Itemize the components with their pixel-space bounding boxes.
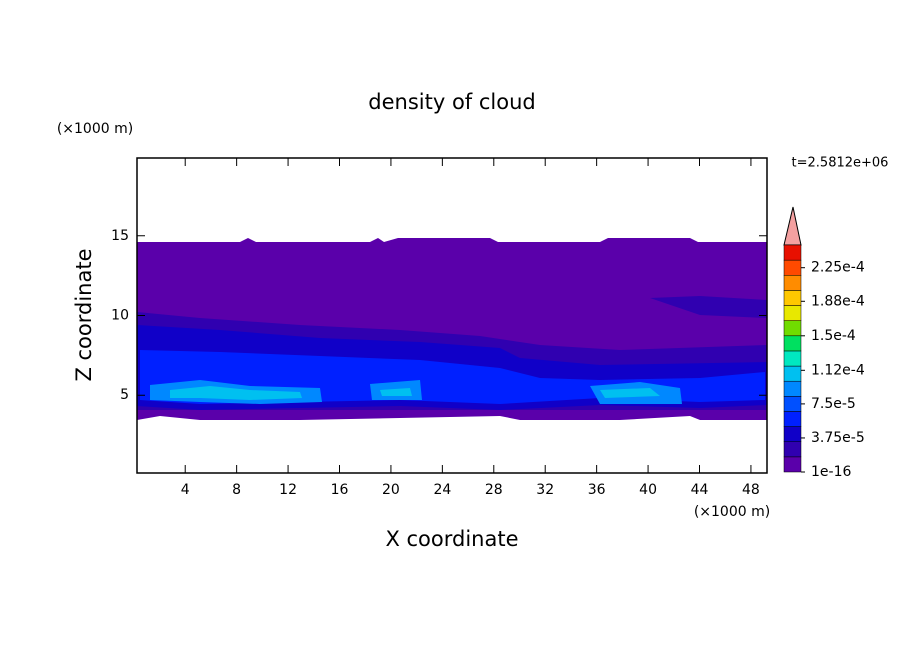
- x-tick-label: 36: [588, 482, 606, 498]
- colorbar-label: 3.75e-5: [811, 430, 865, 446]
- x-unit: (×1000 m): [694, 504, 770, 520]
- x-tick-label: 44: [691, 482, 709, 498]
- colorbar-label: 1.5e-4: [811, 328, 856, 344]
- colorbar-band: [783, 365, 802, 382]
- colorbar-label: 1e-16: [811, 464, 851, 480]
- colorbar-band: [783, 396, 802, 412]
- x-axis-label: X coordinate: [385, 527, 518, 551]
- colorbar-band: [783, 350, 802, 367]
- chart-title: density of cloud: [368, 90, 535, 114]
- colorbar-band: [783, 244, 802, 261]
- colorbar-label: 1.12e-4: [811, 362, 865, 378]
- y-tick-label: 10: [111, 308, 129, 324]
- colorbar-band: [783, 426, 802, 442]
- colorbar-band: [783, 290, 802, 306]
- colorbar-band: [783, 441, 802, 458]
- x-tick-label: 24: [433, 482, 451, 498]
- contour-field: [137, 238, 767, 420]
- colorbar-label: 7.5e-5: [811, 396, 856, 412]
- colorbar-label: 1.88e-4: [811, 293, 865, 309]
- contour-region: [170, 386, 660, 400]
- colorbar-label: 2.25e-4: [811, 260, 865, 276]
- y-tick-label: 15: [111, 228, 129, 244]
- colorbar-band: [783, 411, 802, 427]
- colorbar-band: [783, 456, 802, 473]
- time-label: t=2.5812e+06: [792, 156, 889, 171]
- x-tick-label: 32: [536, 482, 554, 498]
- colorbar-band: [783, 380, 802, 397]
- x-tick-label: 4: [181, 482, 190, 498]
- x-tick-label: 8: [232, 482, 241, 498]
- x-tick-label: 28: [485, 482, 503, 498]
- x-tick-label: 48: [742, 482, 760, 498]
- colorbar-band: [783, 320, 802, 337]
- y-tick-label: 5: [120, 387, 129, 403]
- colorbar-extend: [783, 206, 802, 246]
- y-axis-label: Z coordinate: [72, 248, 96, 381]
- x-tick-label: 20: [382, 482, 400, 498]
- colorbar-band: [783, 275, 802, 291]
- x-tick-label: 12: [279, 482, 297, 498]
- colorbar-band: [783, 259, 802, 276]
- x-tick-label: 40: [639, 482, 657, 498]
- colorbar-band: [783, 335, 802, 352]
- colorbar-band: [783, 305, 802, 321]
- y-unit: (×1000 m): [57, 121, 133, 137]
- x-tick-label: 16: [331, 482, 349, 498]
